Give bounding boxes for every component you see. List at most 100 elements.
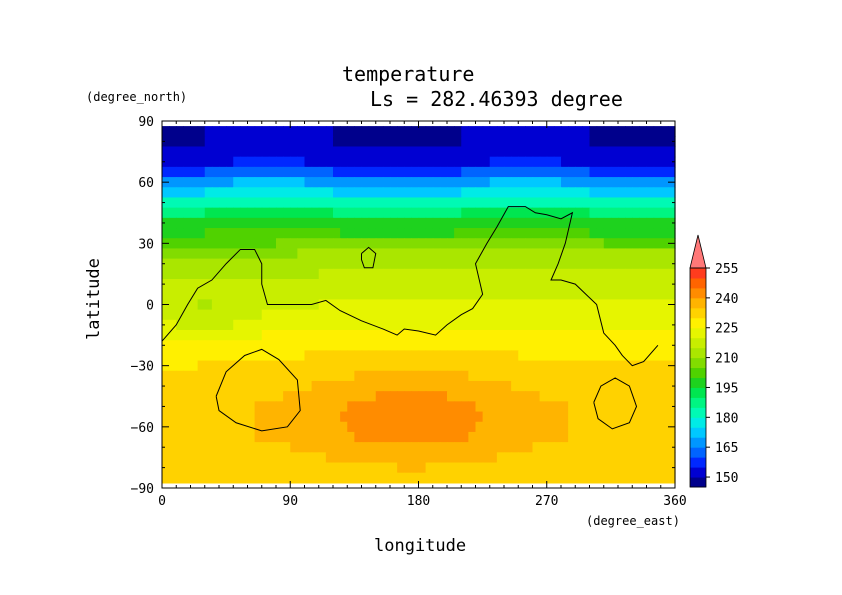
heat-cell (489, 452, 498, 464)
heat-cell (575, 166, 583, 178)
heat-cell (340, 309, 348, 321)
heat-cell (247, 136, 256, 148)
heat-cell (219, 156, 227, 168)
heat-cell (632, 177, 640, 188)
heat-cell (418, 472, 427, 484)
heat-cell (169, 421, 177, 433)
heat-cell (660, 370, 669, 382)
heat-cell (297, 462, 306, 474)
heat-cell (297, 228, 306, 239)
heat-cell (183, 166, 192, 178)
heat-cell (397, 462, 405, 474)
heat-cell (596, 411, 605, 423)
heat-cell (525, 340, 534, 351)
heat-cell (211, 442, 220, 453)
heat-cell (311, 350, 320, 362)
topography-contours (161, 206, 659, 432)
heat-cell (425, 258, 434, 270)
heat-cell (268, 452, 277, 464)
heat-cell (582, 207, 591, 219)
heat-cell (240, 452, 249, 464)
colorbar-label: 255 (715, 262, 738, 277)
heat-cell (496, 238, 505, 250)
heat-cell (618, 350, 626, 362)
heat-cell (169, 217, 177, 229)
heat-cell (482, 442, 491, 453)
heat-cell (596, 156, 605, 168)
heat-cell (568, 126, 576, 137)
heat-cell (432, 187, 441, 199)
heat-cell (354, 350, 363, 362)
heat-cell (496, 309, 505, 321)
heat-cell (532, 289, 541, 301)
heat-cell (368, 370, 377, 382)
colorbar-swatch (690, 287, 706, 299)
x-tick-label: 360 (663, 494, 686, 509)
heat-cell (397, 187, 405, 199)
heat-cell (525, 187, 534, 199)
heat-cell (183, 187, 192, 199)
heat-cell (318, 391, 327, 402)
heat-cell (382, 126, 391, 137)
heat-cell (311, 136, 320, 148)
heat-cell (603, 350, 612, 362)
colorbar-swatch (690, 277, 706, 289)
heat-cell (375, 228, 384, 239)
heat-cell (667, 442, 676, 453)
heat-cell (183, 319, 192, 331)
heat-cell (632, 431, 640, 443)
heat-cell (411, 380, 420, 392)
heat-cell (183, 146, 192, 158)
heat-cell (254, 380, 263, 392)
heat-cell (454, 248, 462, 260)
heat-cell (546, 329, 555, 341)
heat-cell (625, 166, 633, 178)
heat-cell (233, 452, 241, 464)
heat-cell (482, 329, 491, 341)
heat-cell (226, 268, 234, 280)
heat-cell (525, 238, 534, 250)
heat-cell (325, 401, 334, 413)
heat-cell (240, 340, 249, 351)
heat-cell (461, 431, 469, 443)
heat-cell (625, 309, 633, 321)
heat-cell (511, 299, 519, 311)
heat-cell (283, 207, 291, 219)
heat-cell (240, 370, 249, 382)
heat-cell (219, 146, 227, 158)
heat-cell (525, 217, 534, 229)
heat-cell (361, 166, 370, 178)
heat-cell (254, 136, 263, 148)
heat-cell (489, 391, 498, 402)
heat-cell (382, 289, 391, 301)
heat-cell (190, 380, 199, 392)
heat-cell (575, 258, 583, 270)
heat-cell (347, 238, 355, 250)
heat-cell (183, 126, 192, 137)
heat-cell (354, 380, 363, 392)
heat-cell (568, 421, 576, 433)
heat-cell (190, 319, 199, 331)
heat-cell (439, 421, 448, 433)
heat-cell (482, 177, 491, 188)
heat-cell (162, 411, 170, 423)
heat-cell (169, 370, 177, 382)
heat-cell (169, 299, 177, 311)
heat-cell (425, 217, 434, 229)
heat-cell (432, 177, 441, 188)
heat-cell (233, 411, 241, 423)
heat-cell (190, 228, 199, 239)
heat-cell (347, 340, 355, 351)
heat-cell (254, 411, 263, 423)
heat-cell (354, 126, 363, 137)
heat-cell (532, 126, 541, 137)
heat-cell (639, 299, 648, 311)
heat-cell (660, 472, 669, 484)
heat-cell (482, 309, 491, 321)
heat-cell (290, 472, 298, 484)
heat-cell (197, 299, 206, 311)
heat-cell (397, 299, 405, 311)
heat-cell (596, 126, 605, 137)
heat-cell (347, 370, 355, 382)
heat-cell (496, 411, 505, 423)
